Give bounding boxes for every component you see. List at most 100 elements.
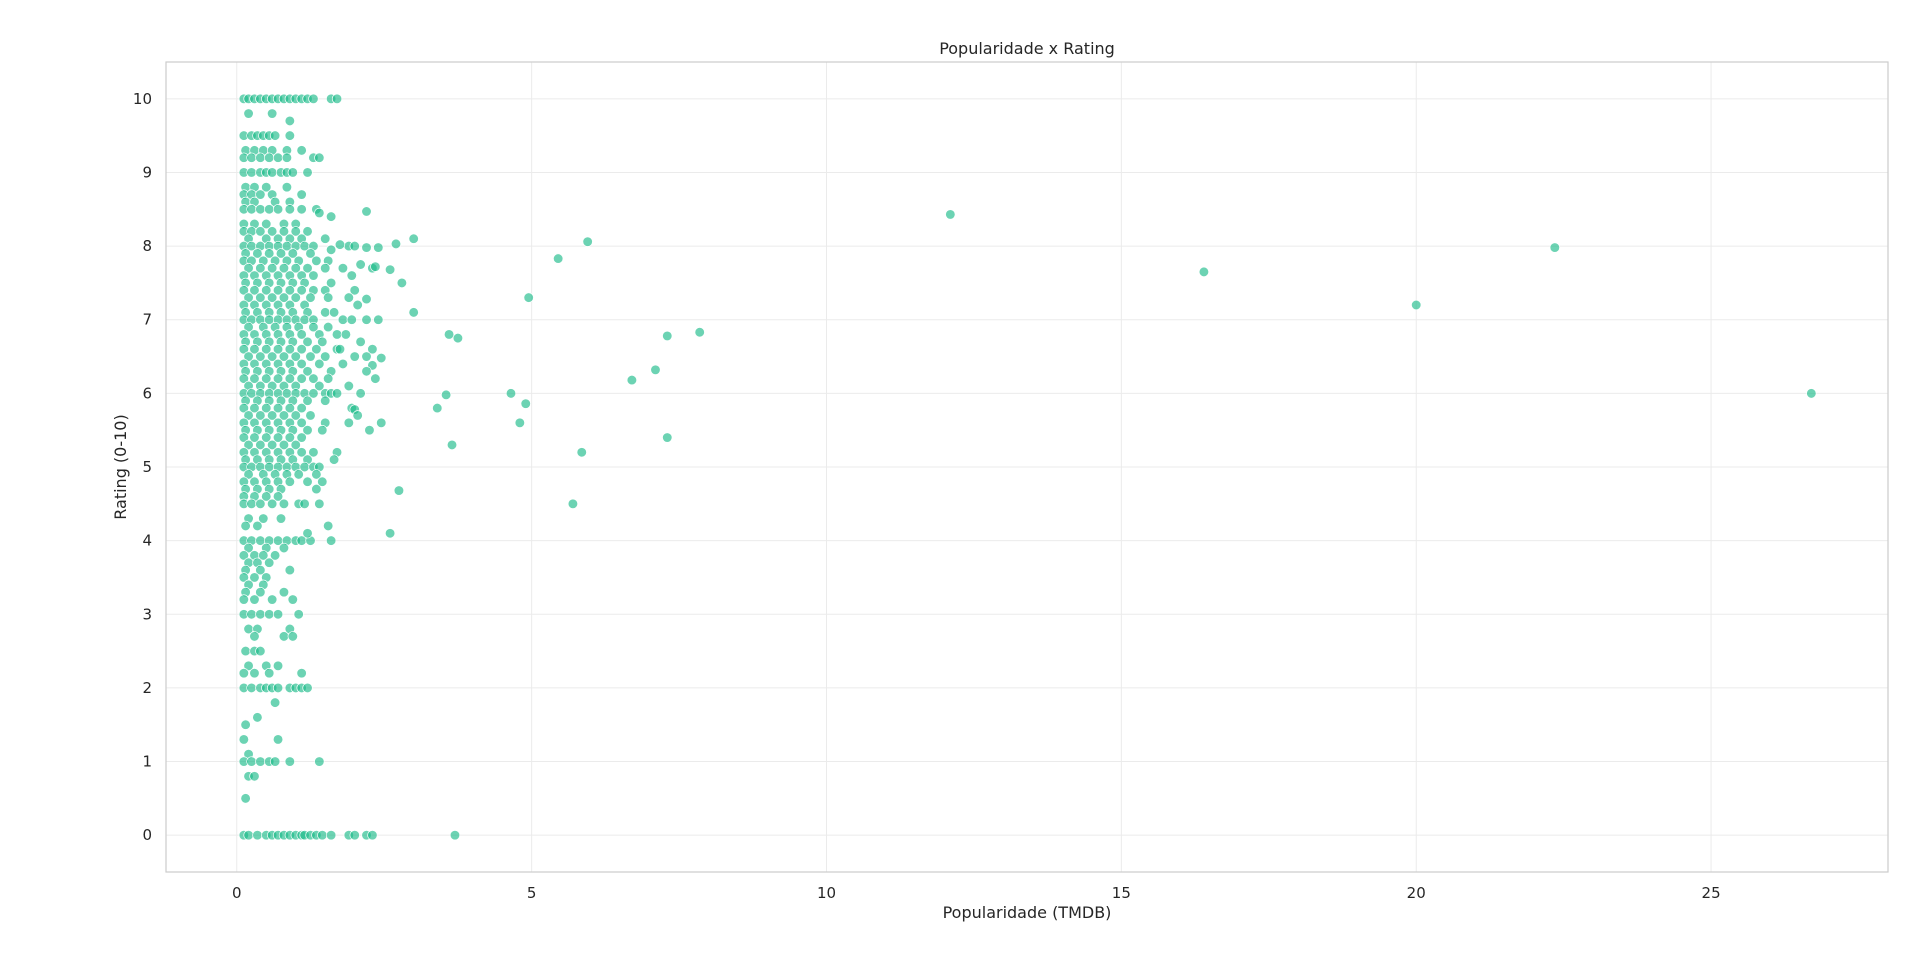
data-point [302,263,313,274]
data-point [343,380,354,392]
y-tick-label: 6 [142,384,152,402]
data-point [331,329,343,340]
data-point [432,402,443,414]
data-point [278,542,290,554]
data-point [287,631,298,642]
data-point [349,240,360,252]
data-point [267,263,278,274]
x-axis-label: Popularidade (TMDB) [943,903,1112,922]
data-point [246,204,257,215]
data-point [249,572,260,583]
data-point [249,402,260,414]
data-point [302,395,313,406]
data-point [272,491,284,502]
data-point [284,756,295,767]
data-point [349,351,360,362]
data-point [694,327,705,338]
data-point [296,189,307,200]
data-point [349,285,360,296]
data-point [243,542,254,554]
x-tick-label: 0 [232,884,242,902]
data-point [249,771,260,782]
data-point [331,93,343,104]
data-point [390,238,402,250]
data-point [582,236,593,247]
data-point [325,277,337,289]
data-point [320,307,331,318]
data-point [440,389,452,400]
data-point [334,344,346,355]
data-point [240,793,251,804]
data-point [238,734,249,745]
data-point [317,830,328,841]
data-point [305,292,316,303]
data-point [249,373,260,384]
data-point [261,432,272,443]
data-point [267,167,278,178]
data-point [246,152,257,163]
data-point [296,417,307,428]
data-point [302,528,313,539]
data-point [328,307,340,318]
data-point [320,263,331,274]
data-point [1549,242,1560,253]
data-point [626,374,638,386]
data-point [302,226,313,237]
data-point [328,454,340,465]
data-point [255,609,266,620]
data-point [340,329,352,340]
data-point [311,469,322,480]
data-point [323,292,334,303]
data-point [238,344,249,355]
data-point [278,587,290,598]
y-tick-label: 10 [133,90,152,108]
data-point [331,388,343,399]
data-point [296,344,307,355]
data-point [361,351,372,362]
data-point [305,248,316,259]
data-point [249,594,260,605]
data-point [290,263,301,274]
data-point [373,242,384,253]
data-point [352,299,363,311]
data-point [376,352,387,364]
data-point [246,167,257,178]
y-tick-label: 0 [142,826,152,844]
data-point [240,645,251,657]
data-point [287,167,298,178]
data-point [305,351,316,362]
data-point [258,513,269,524]
data-point [352,410,363,421]
data-point [267,439,278,451]
data-point [246,756,257,767]
data-point [284,285,295,296]
data-point [337,358,349,370]
data-point [311,483,322,495]
grid-layer [166,62,1888,872]
points-layer [238,93,1817,841]
data-point [343,292,354,303]
data-point [384,528,396,539]
data-point [317,425,328,436]
data-point [267,226,278,237]
data-point [296,432,307,443]
data-point [255,152,266,163]
data-point [325,244,337,255]
y-tick-label: 9 [142,163,152,181]
data-point [264,668,275,679]
data-point [361,314,372,325]
data-point [255,189,266,200]
data-point [320,351,331,362]
data-point [249,285,260,296]
data-point [267,594,278,605]
data-point [314,358,325,370]
data-point [243,321,254,333]
data-point [240,719,251,730]
data-point [255,263,266,274]
data-point [272,609,284,620]
data-point [269,130,281,141]
data-point [317,476,328,487]
data-point [252,712,263,723]
data-point [272,373,284,384]
data-point [408,233,419,244]
